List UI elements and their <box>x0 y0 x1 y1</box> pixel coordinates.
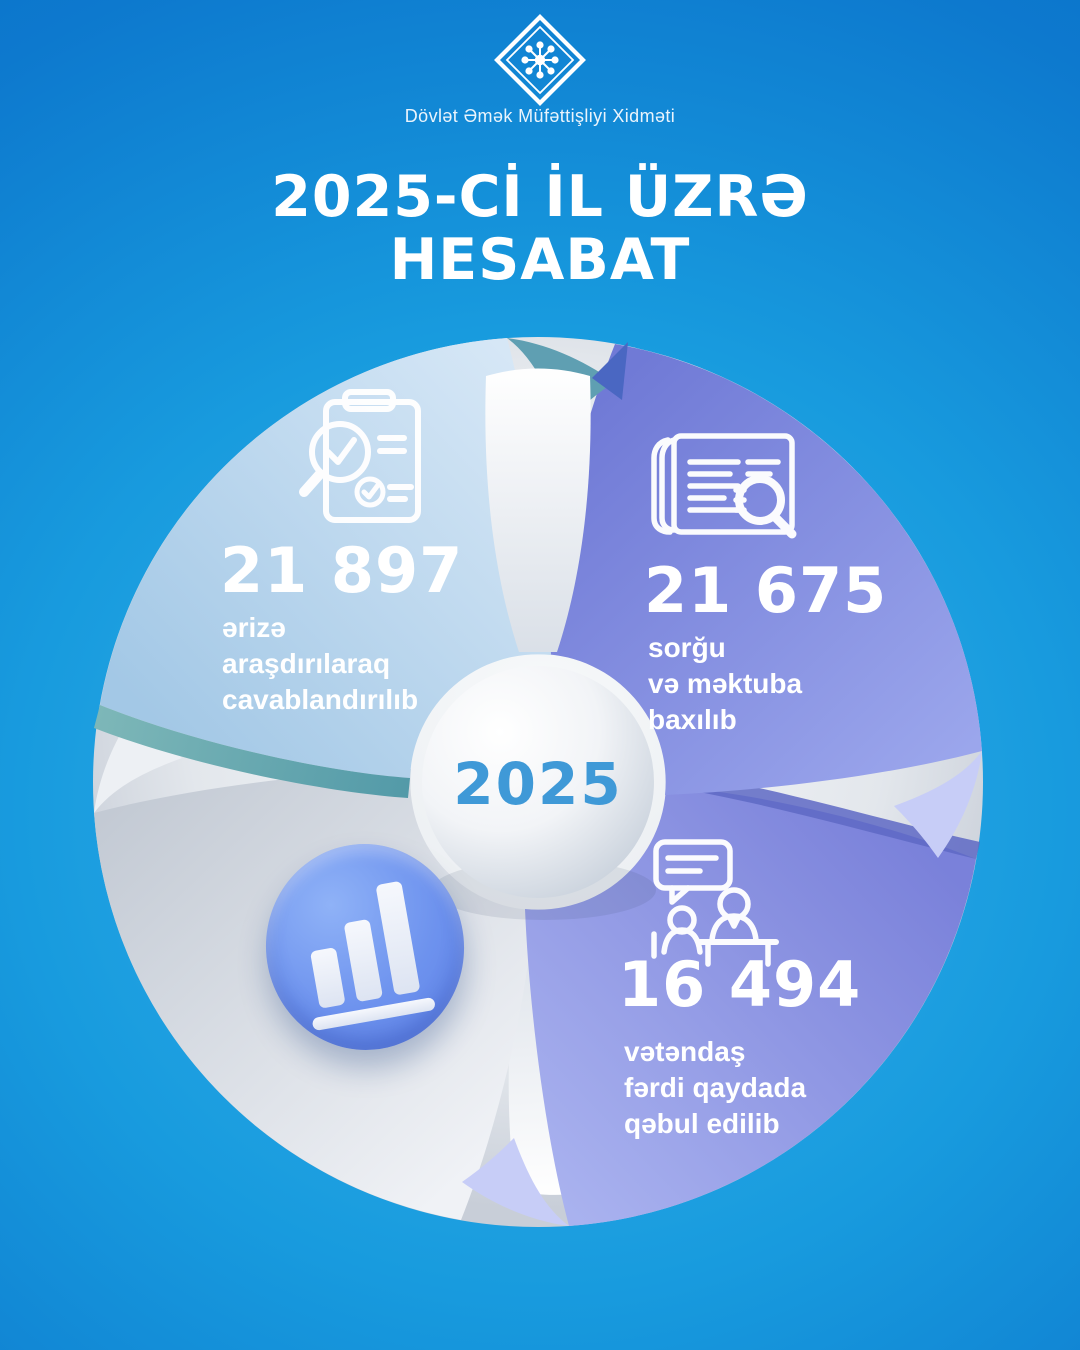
citizens-count: 16 494 <box>618 948 862 1021</box>
org-emblem-icon <box>494 14 586 106</box>
title-line-2: HESABAT <box>389 227 691 293</box>
title-line-1: 2025-Cİ İL ÜZRƏ <box>271 164 809 230</box>
center-sphere <box>422 666 654 898</box>
citizens-label: vətəndaş fərdi qaydada qəbul edilib <box>624 1036 807 1139</box>
bar-chart-badge-icon <box>255 834 475 1060</box>
inquiries-count: 21 675 <box>644 554 888 627</box>
applications-label: ərizə araşdırılaraq cavablandırılıb <box>222 612 419 715</box>
reception-meeting-icon <box>651 839 779 967</box>
applications-count: 21 897 <box>220 534 464 607</box>
clipboard-search-icon <box>299 389 421 523</box>
inquiries-label: sorğu və məktuba baxılıb <box>648 632 803 735</box>
org-name: Dövlət Əmək Müfəttişliyi Xidməti <box>404 106 676 126</box>
newspaper-search-icon <box>651 433 797 539</box>
center-year: 2025 <box>453 750 623 818</box>
page-title: 2025-Cİ İL ÜZRƏ HESABAT <box>0 166 1080 292</box>
